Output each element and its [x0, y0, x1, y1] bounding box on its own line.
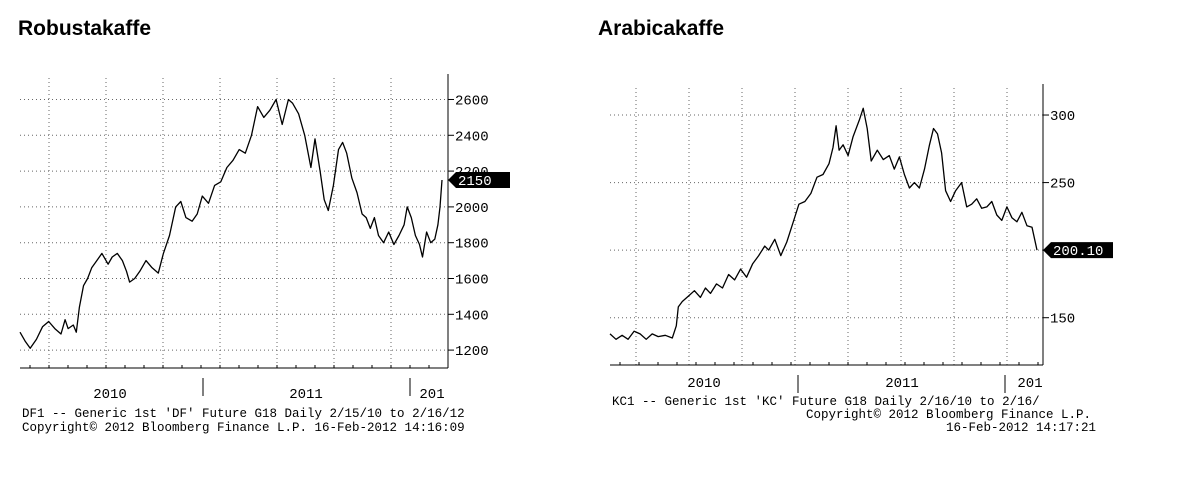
- y-tick-label: 250: [1050, 177, 1075, 193]
- last-value-label: 2150: [458, 174, 492, 190]
- x-tick-label: 2011: [289, 387, 323, 403]
- y-tick-label: 2000: [455, 201, 489, 217]
- x-tick-label: 2011: [885, 376, 919, 392]
- y-tick-label: 1400: [455, 308, 489, 324]
- y-tick-label: 300: [1050, 109, 1075, 125]
- y-tick-label: 150: [1050, 312, 1075, 328]
- x-tick-label: 2010: [687, 376, 721, 392]
- last-value-tag: [448, 172, 510, 189]
- last-value-tag: [1043, 242, 1113, 259]
- x-tick-label: 201: [419, 387, 444, 403]
- footer-source-line: KC1 -- Generic 1st 'KC' Future G18 Daily…: [612, 395, 1040, 409]
- footer-timestamp-line: 16-Feb-2012 14:17:21: [946, 421, 1096, 435]
- y-tick-label: 1200: [455, 344, 489, 360]
- price-series-line: [609, 107, 1038, 340]
- footer-copyright-line: Copyright© 2012 Bloomberg Finance L.P. 1…: [22, 421, 465, 435]
- last-value-label: 200.10: [1053, 244, 1103, 260]
- x-tick-label: 2010: [93, 387, 127, 403]
- y-tick-label: 1800: [455, 237, 489, 253]
- y-tick-label: 1600: [455, 272, 489, 288]
- y-tick-label: 2600: [455, 93, 489, 109]
- footer-copyright-line: Copyright© 2012 Bloomberg Finance L.P.: [806, 408, 1091, 422]
- chart-title-arabica: Arabicakaffe: [598, 17, 725, 40]
- y-tick-label: 2400: [455, 129, 489, 145]
- chart-title-robusta: Robustakaffe: [18, 17, 152, 40]
- footer-source-line: DF1 -- Generic 1st 'DF' Future G18 Daily…: [22, 407, 465, 421]
- x-tick-label: 201: [1017, 376, 1042, 392]
- price-series-line: [19, 98, 443, 349]
